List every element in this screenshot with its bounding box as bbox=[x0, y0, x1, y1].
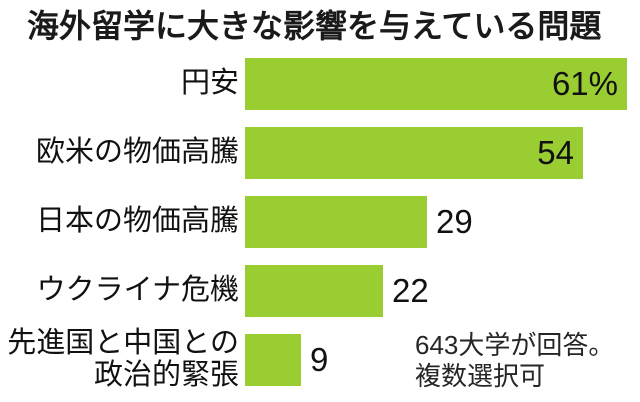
chart-title: 海外留学に大きな影響を与えている問題 bbox=[27, 8, 602, 44]
bar-chart: 円安 61% 61% 欧米の物価高騰 54 54 日本の物価高騰 29 bbox=[0, 58, 640, 391]
value-label: 9 bbox=[310, 341, 329, 378]
survey-note: 643大学が回答。 複数選択可 bbox=[415, 330, 615, 391]
value-label: 61% bbox=[551, 65, 618, 102]
bar-track: 54 54 bbox=[245, 127, 640, 179]
category-label: 欧米の物価高騰 bbox=[35, 136, 239, 169]
chart-row: ウクライナ危機 22 22 bbox=[0, 265, 640, 317]
bar: 54 bbox=[245, 127, 583, 179]
chart-row: 日本の物価高騰 29 29 bbox=[0, 196, 640, 248]
bar: 9 bbox=[245, 334, 301, 386]
chart-row: 欧米の物価高騰 54 54 bbox=[0, 127, 640, 179]
bar-track: 9 9 bbox=[245, 334, 640, 386]
bar: 29 bbox=[245, 196, 427, 248]
bar: 22 bbox=[245, 265, 383, 317]
value-label: 54 bbox=[537, 134, 574, 171]
bar: 61% bbox=[245, 58, 627, 110]
bar-track: 22 22 bbox=[245, 265, 640, 317]
category-label: 日本の物価高騰 bbox=[35, 205, 239, 238]
category-label: ウクライナ危機 bbox=[36, 274, 239, 307]
value-label: 29 bbox=[436, 203, 473, 240]
chart-row: 円安 61% 61% bbox=[0, 58, 640, 110]
category-label: 先進国と中国との 政治的緊張 bbox=[7, 327, 239, 391]
bar-track: 29 29 bbox=[245, 196, 640, 248]
bar-track: 61% 61% bbox=[245, 58, 640, 110]
value-label: 22 bbox=[392, 272, 429, 309]
category-label: 円安 bbox=[180, 67, 239, 100]
chart-row: 先進国と中国との 政治的緊張 9 9 bbox=[0, 327, 640, 391]
